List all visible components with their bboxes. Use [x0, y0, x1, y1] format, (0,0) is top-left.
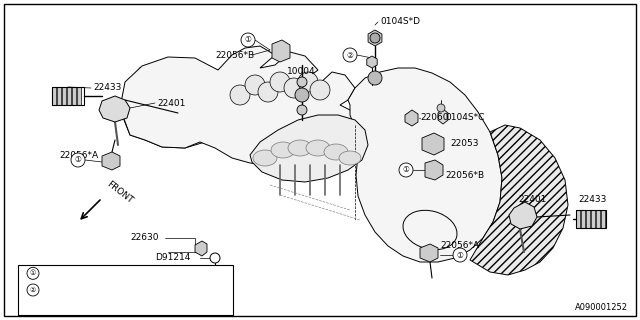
- Ellipse shape: [403, 210, 457, 250]
- Bar: [77, 87, 81, 105]
- Polygon shape: [272, 40, 290, 62]
- Text: 22056*A: 22056*A: [440, 241, 479, 250]
- Polygon shape: [425, 160, 443, 180]
- Text: 0104S*C: 0104S*C: [445, 114, 484, 123]
- Polygon shape: [368, 30, 382, 46]
- Text: 22056*A: 22056*A: [59, 150, 98, 159]
- Bar: [52, 87, 84, 105]
- Bar: [67, 87, 71, 105]
- Bar: [18, 265, 233, 315]
- Text: ①: ①: [75, 156, 81, 164]
- Circle shape: [399, 163, 413, 177]
- Ellipse shape: [306, 140, 330, 156]
- Polygon shape: [470, 125, 568, 275]
- Text: 22060: 22060: [420, 114, 449, 123]
- Text: 22056*B: 22056*B: [215, 51, 254, 60]
- Bar: [591, 210, 595, 228]
- Text: ①: ①: [30, 270, 36, 276]
- Text: 22433: 22433: [93, 84, 122, 92]
- Bar: [72, 87, 76, 105]
- Text: ①: ①: [403, 165, 410, 174]
- Circle shape: [297, 77, 307, 87]
- Circle shape: [368, 71, 382, 85]
- Polygon shape: [120, 60, 228, 148]
- Text: ①: ①: [456, 251, 463, 260]
- Polygon shape: [250, 115, 368, 182]
- Polygon shape: [195, 241, 207, 256]
- Circle shape: [295, 88, 309, 102]
- Ellipse shape: [271, 142, 295, 158]
- Circle shape: [453, 248, 467, 262]
- Circle shape: [245, 75, 265, 95]
- Circle shape: [230, 85, 250, 105]
- Polygon shape: [422, 133, 444, 155]
- Circle shape: [27, 284, 39, 296]
- Circle shape: [241, 33, 255, 47]
- Polygon shape: [120, 46, 355, 165]
- Polygon shape: [102, 152, 120, 170]
- Bar: [601, 210, 605, 228]
- Polygon shape: [420, 244, 438, 262]
- Text: ①: ①: [244, 36, 252, 44]
- Text: ②: ②: [30, 287, 36, 293]
- Bar: [52, 87, 56, 105]
- Bar: [576, 210, 606, 228]
- Polygon shape: [99, 96, 130, 122]
- Text: 0104S*D: 0104S*D: [380, 18, 420, 27]
- Circle shape: [27, 267, 39, 279]
- Polygon shape: [405, 110, 418, 126]
- Bar: [62, 87, 66, 105]
- Circle shape: [298, 72, 318, 92]
- Text: 0104S*B: 0104S*B: [51, 269, 88, 278]
- Text: 22053: 22053: [450, 139, 479, 148]
- Polygon shape: [438, 109, 448, 124]
- Bar: [581, 210, 585, 228]
- Ellipse shape: [253, 150, 277, 166]
- Circle shape: [370, 33, 380, 43]
- Circle shape: [284, 78, 304, 98]
- Polygon shape: [367, 56, 377, 68]
- Circle shape: [270, 72, 290, 92]
- Bar: [586, 210, 590, 228]
- Ellipse shape: [288, 140, 312, 156]
- Text: ②: ②: [347, 51, 353, 60]
- Text: 22630: 22630: [130, 234, 159, 243]
- Text: D91214: D91214: [155, 253, 190, 262]
- Text: 22056*B: 22056*B: [445, 171, 484, 180]
- Polygon shape: [509, 202, 537, 229]
- Bar: [596, 210, 600, 228]
- Text: 22401: 22401: [157, 99, 186, 108]
- Bar: [576, 210, 580, 228]
- Circle shape: [258, 82, 278, 102]
- Circle shape: [310, 80, 330, 100]
- Polygon shape: [348, 68, 502, 262]
- Ellipse shape: [339, 151, 361, 165]
- Text: J20811 ('11MY1009-): J20811 ('11MY1009-): [51, 302, 138, 311]
- Circle shape: [437, 104, 445, 112]
- Text: 22401: 22401: [518, 196, 547, 204]
- Circle shape: [297, 105, 307, 115]
- Text: 22433: 22433: [578, 196, 606, 204]
- Text: FRONT: FRONT: [105, 179, 134, 205]
- Text: 10004: 10004: [287, 68, 316, 76]
- Circle shape: [210, 253, 220, 263]
- Bar: [57, 87, 61, 105]
- Ellipse shape: [324, 144, 348, 160]
- Circle shape: [343, 48, 357, 62]
- Text: J20831 (-'11MY1009): J20831 (-'11MY1009): [51, 285, 138, 294]
- Text: A090001252: A090001252: [575, 303, 628, 312]
- Circle shape: [71, 153, 85, 167]
